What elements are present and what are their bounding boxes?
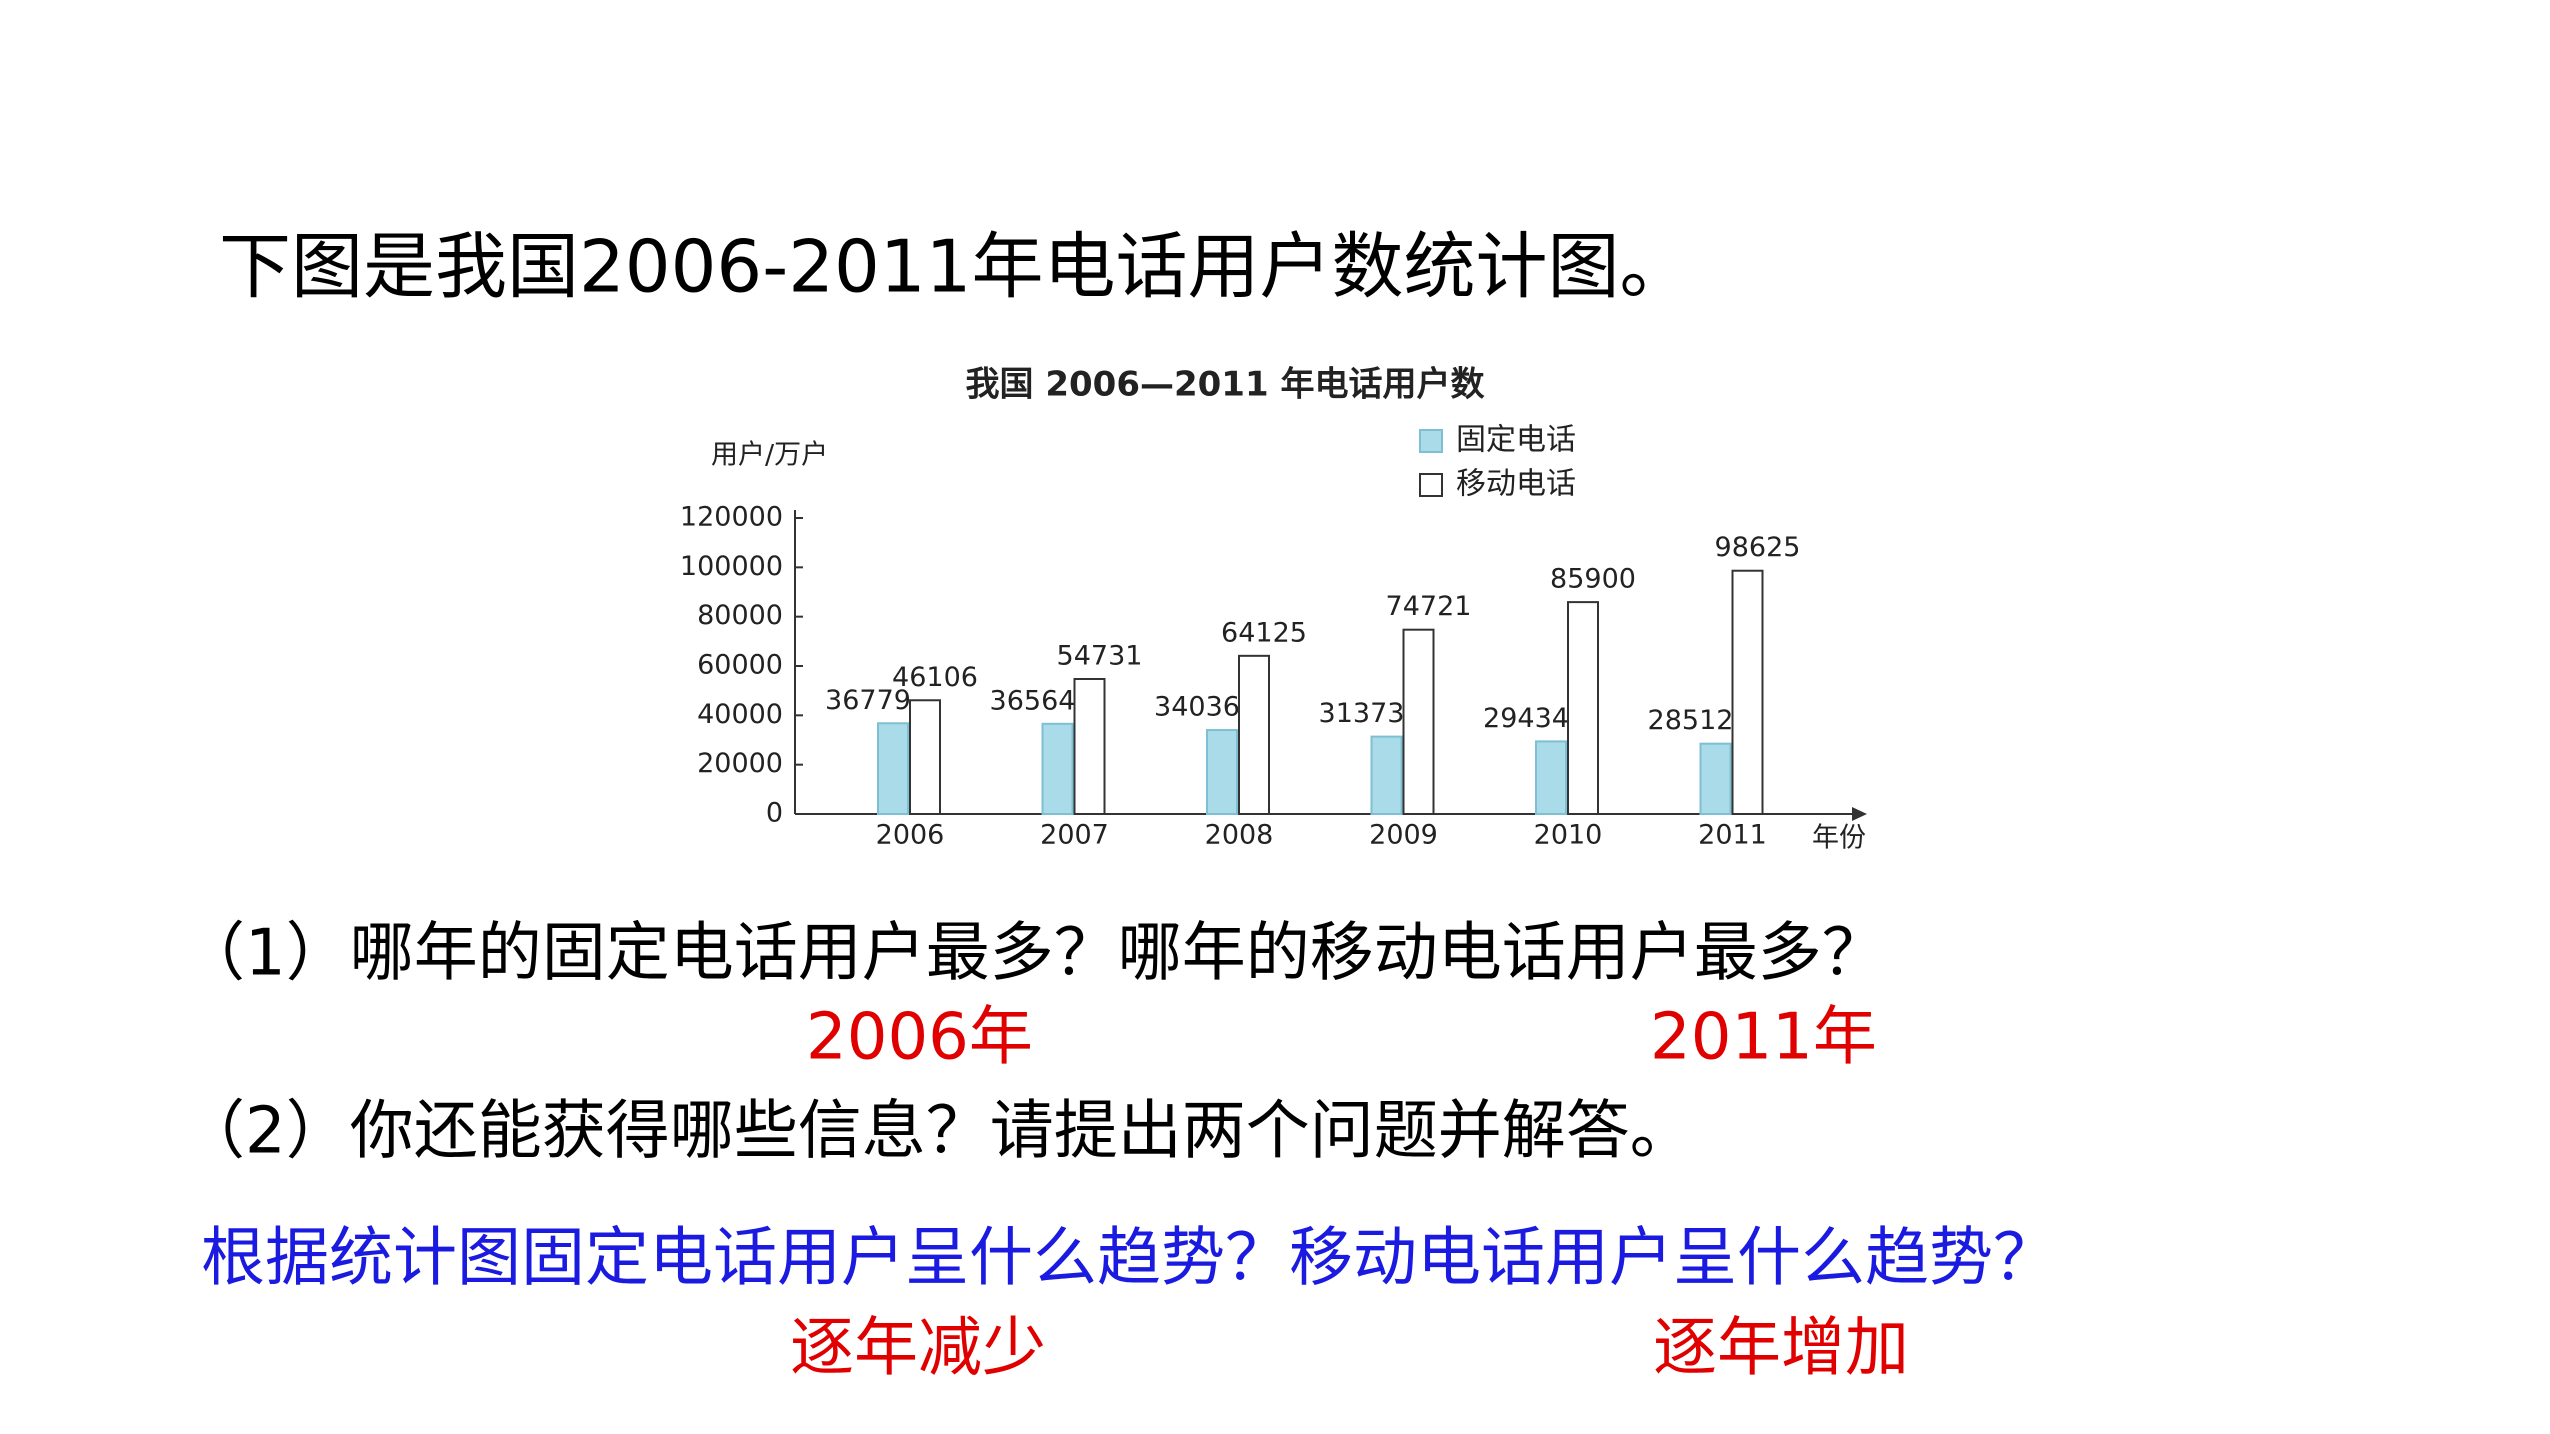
x-tick-label: 2006 — [876, 820, 945, 851]
x-tick-label: 2011 — [1698, 820, 1767, 851]
bar — [1535, 740, 1567, 815]
bar — [1073, 677, 1106, 816]
chart-title: 我国 2006—2011 年电话用户数 — [966, 365, 1485, 405]
legend-label: 固定电话 — [1456, 423, 1576, 458]
y-tick-label: 120000 — [680, 502, 783, 533]
x-tick-label: 2007 — [1040, 820, 1109, 851]
follow-up-question: 根据统计图固定电话用户呈什么趋势？移动电话用户呈什么趋势？ — [201, 1222, 2057, 1296]
x-tick-label: 2008 — [1205, 820, 1274, 851]
bar — [1402, 628, 1435, 815]
bar — [1206, 729, 1238, 816]
data-label: 36779 — [825, 685, 911, 716]
x-axis-arrow — [1852, 807, 1867, 821]
answer: 逐年减少 — [790, 1312, 1046, 1386]
data-label: 29434 — [1483, 703, 1569, 734]
data-label: 31373 — [1319, 698, 1405, 729]
bar — [1731, 569, 1764, 815]
y-axis-label: 用户/万户 — [711, 440, 828, 471]
bar — [877, 722, 909, 815]
y-tick-label: 80000 — [697, 600, 783, 631]
data-label: 28512 — [1648, 705, 1734, 736]
answer: 逐年增加 — [1653, 1312, 1909, 1386]
answer: 2011年 — [1650, 1001, 1877, 1075]
answer: 2006年 — [806, 1001, 1033, 1075]
bar — [1370, 735, 1403, 816]
legend-swatch — [1419, 473, 1443, 497]
x-tick-label: 2009 — [1369, 820, 1438, 851]
bar — [909, 699, 941, 815]
data-label: 85900 — [1550, 564, 1636, 595]
data-label: 36564 — [990, 685, 1076, 716]
data-label: 98625 — [1715, 532, 1801, 563]
y-tick-label: 40000 — [697, 699, 783, 730]
bar — [1238, 654, 1270, 816]
data-label: 64125 — [1221, 617, 1307, 648]
data-label: 46106 — [892, 662, 978, 693]
bar — [1041, 722, 1074, 815]
x-axis-label: 年份 — [1812, 823, 1866, 854]
y-tick-label: 0 — [766, 798, 783, 829]
legend-swatch — [1419, 429, 1443, 453]
legend-label: 移动电话 — [1456, 467, 1576, 502]
y-tick-label: 60000 — [697, 650, 783, 681]
x-tick-label: 2010 — [1534, 820, 1603, 851]
data-label: 54731 — [1057, 640, 1143, 671]
data-label: 74721 — [1386, 591, 1472, 622]
data-label: 34036 — [1154, 692, 1240, 723]
heading: 下图是我国2006-2011年电话用户数统计图。 — [219, 225, 1691, 309]
bar — [1699, 742, 1732, 816]
bar — [1567, 601, 1599, 816]
question: （1）哪年的固定电话用户最多？哪年的移动电话用户最多？ — [181, 917, 1886, 991]
question: （2）你还能获得哪些信息？请提出两个问题并解答。 — [181, 1095, 1694, 1169]
y-tick-label: 20000 — [697, 748, 783, 779]
y-tick-label: 100000 — [680, 551, 783, 582]
